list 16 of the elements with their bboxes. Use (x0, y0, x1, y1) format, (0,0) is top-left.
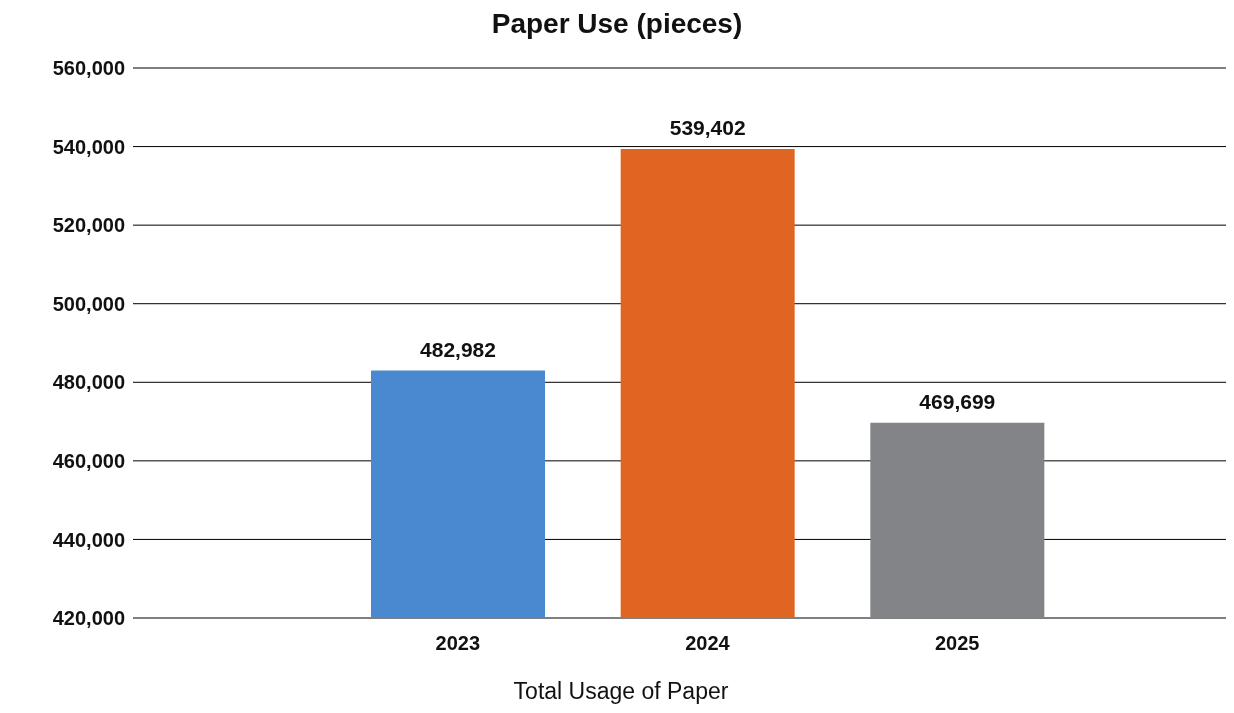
data-label: 482,982 (420, 337, 496, 361)
y-tick-label: 560,000 (52, 57, 125, 80)
y-tick-label: 420,000 (52, 607, 125, 630)
y-tick-label: 520,000 (52, 214, 125, 237)
x-tick-label: 2025 (934, 632, 980, 655)
x-tick-label: 2023 (435, 632, 481, 655)
data-label: 469,699 (919, 389, 996, 413)
y-tick-label: 480,000 (52, 371, 125, 394)
y-tick-label: 460,000 (52, 449, 125, 472)
y-tick-label: 440,000 (52, 528, 125, 551)
y-tick-label: 540,000 (52, 135, 125, 158)
chart-title: Paper Use (pieces) (490, 8, 744, 41)
x-tick-label: 2024 (685, 632, 731, 655)
data-label: 539,402 (669, 115, 746, 139)
y-tick-label: 500,000 (52, 292, 125, 315)
x-axis-title: Total Usage of Paper (512, 678, 730, 705)
